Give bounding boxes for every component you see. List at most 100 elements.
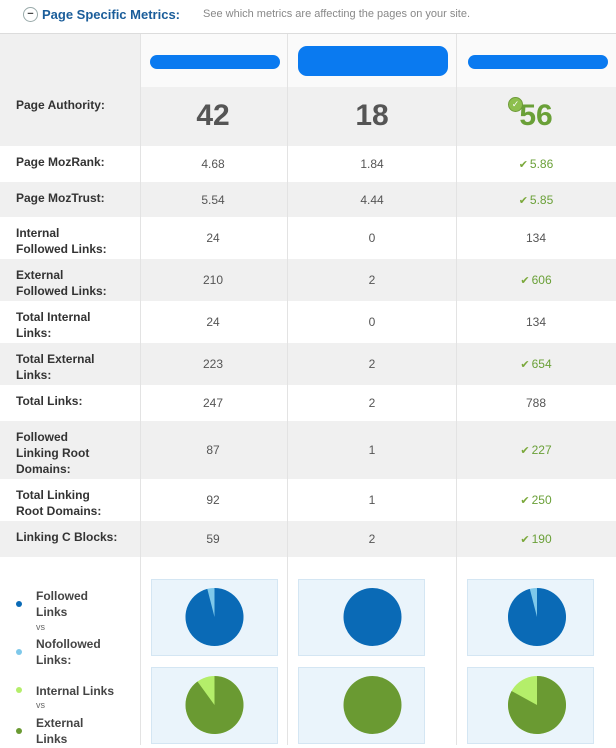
legend-internal-label: Internal Links: [36, 684, 115, 698]
metric-value: 4.68: [143, 157, 283, 171]
legend-vs-label: vs: [36, 700, 45, 710]
metric-value-text: 87: [206, 443, 220, 457]
metric-value-text: 247: [202, 396, 224, 410]
metric-value-text: 5.54: [201, 192, 225, 207]
metric-value: 18: [302, 99, 442, 133]
table-row: Page MozTrust: 5.54 4.44 ✔ 5.85: [0, 182, 616, 217]
checkmark-icon: ✔: [520, 359, 530, 371]
metric-value: 247: [143, 396, 283, 410]
metric-label: Linking C Blocks:: [16, 530, 118, 544]
metric-value: 4.44: [302, 193, 442, 207]
section-header: − Page Specific Metrics: See which metri…: [0, 0, 616, 32]
metric-value-text: 2: [368, 396, 376, 410]
internal-pie-box-1: [151, 667, 278, 744]
metric-value: 2: [302, 357, 442, 371]
metric-label: Internal Followed Links:: [16, 226, 107, 256]
metric-label: Total Links:: [16, 394, 83, 408]
metric-value: ✔ 654: [466, 357, 606, 371]
external-dot-icon: [16, 728, 22, 734]
table-row: Followed Linking Root Domains: 87 1 ✔ 227: [0, 421, 616, 479]
metric-value-text: 4.44: [360, 192, 384, 207]
metric-value: 5.54: [143, 193, 283, 207]
metric-value-text: 227: [531, 443, 552, 457]
legend-nofollowed-label: Nofollowed Links:: [36, 637, 101, 667]
metric-value-text: 1.84: [360, 157, 384, 171]
followed-pie-chart: [185, 588, 244, 646]
metric-label: Followed Linking Root Domains:: [16, 430, 90, 476]
column-divider: [140, 34, 141, 745]
metric-value: 24: [143, 231, 283, 245]
table-row: Total External Links: 223 2 ✔ 654: [0, 343, 616, 385]
metric-value-text: 24: [206, 315, 220, 329]
pie-slice: [185, 676, 244, 734]
metric-value-text: 210: [202, 273, 224, 287]
metric-value: 134: [466, 315, 606, 329]
collapse-toggle-button[interactable]: −: [23, 7, 38, 22]
column-divider: [456, 34, 457, 745]
metric-value-text: 5.85: [529, 192, 554, 207]
column-header-2: [288, 34, 456, 87]
metric-value-text: 59: [206, 532, 220, 546]
checkmark-icon: ✔: [518, 159, 528, 171]
metric-label: Total External Links:: [16, 352, 95, 382]
nofollowed-dot-icon: [16, 649, 22, 655]
metric-value-text: 24: [206, 231, 220, 245]
metric-value: 223: [143, 357, 283, 371]
table-row: Total Links: 247 2 788: [0, 385, 616, 421]
pie-slice: [508, 676, 566, 734]
metric-value: 210: [143, 273, 283, 287]
section-title[interactable]: Page Specific Metrics:: [42, 7, 180, 22]
metric-value: ✔ 250: [466, 493, 606, 507]
table-row: Internal Followed Links: 24 0 134: [0, 217, 616, 259]
table-row: Page Authority: 42 18 56: [0, 87, 616, 146]
followed-pie-chart: [508, 588, 566, 646]
followed-pie-box-2: [298, 579, 425, 656]
metric-label: Page Authority:: [16, 98, 105, 112]
metric-value: ✔ 190: [466, 532, 606, 546]
metric-label: Total Linking Root Domains:: [16, 488, 102, 518]
metric-value: ✔ 5.86: [466, 157, 606, 171]
redacted-url-3[interactable]: [468, 55, 608, 69]
metric-value: 24: [143, 315, 283, 329]
metric-value: 134: [466, 231, 606, 245]
column-header-1: [141, 34, 287, 87]
pie-slice: [343, 676, 402, 734]
metric-label: Total Internal Links:: [16, 310, 91, 340]
metric-value-text: 134: [525, 231, 547, 245]
redacted-url-2[interactable]: [298, 46, 448, 76]
metric-value: 2: [302, 532, 442, 546]
metric-value-text: 223: [202, 357, 224, 371]
pie-slice: [508, 588, 566, 646]
metric-label: External Followed Links:: [16, 268, 107, 298]
metric-value-text: 0: [368, 315, 376, 329]
redacted-url-1[interactable]: [150, 55, 280, 69]
column-divider: [287, 34, 288, 745]
metric-value: 56: [466, 99, 606, 133]
table-row: Total Internal Links: 24 0 134: [0, 301, 616, 343]
legend-external-label: External Links: [36, 716, 84, 746]
column-header-label: [0, 34, 140, 87]
internal-pie-chart: [508, 676, 566, 734]
pie-slice: [185, 588, 244, 646]
metric-value-text: 2: [368, 273, 376, 287]
followed-pie-box-3: [467, 579, 594, 656]
metric-value: 0: [302, 315, 442, 329]
metric-value: 87: [143, 443, 283, 457]
metric-value-text: 134: [525, 315, 547, 329]
metric-label: Page MozTrust:: [16, 191, 105, 205]
internal-pie-box-2: [298, 667, 425, 744]
metric-value: 1: [302, 493, 442, 507]
internal-pie-chart: [185, 676, 244, 734]
table-row: External Followed Links: 210 2 ✔ 606: [0, 259, 616, 301]
followed-dot-icon: [16, 601, 22, 607]
followed-pie-box-1: [151, 579, 278, 656]
metric-value: 92: [143, 493, 283, 507]
metric-label: Page MozRank:: [16, 155, 105, 169]
metric-value-text: 4.68: [201, 157, 225, 171]
metric-value-text: 42: [196, 99, 230, 132]
table-row: Linking C Blocks: 59 2 ✔ 190: [0, 521, 616, 557]
metric-value-text: 18: [355, 99, 389, 132]
checkmark-icon: ✔: [520, 495, 530, 507]
metric-value-text: 2: [368, 532, 376, 546]
section-subtitle: See which metrics are affecting the page…: [203, 8, 470, 20]
